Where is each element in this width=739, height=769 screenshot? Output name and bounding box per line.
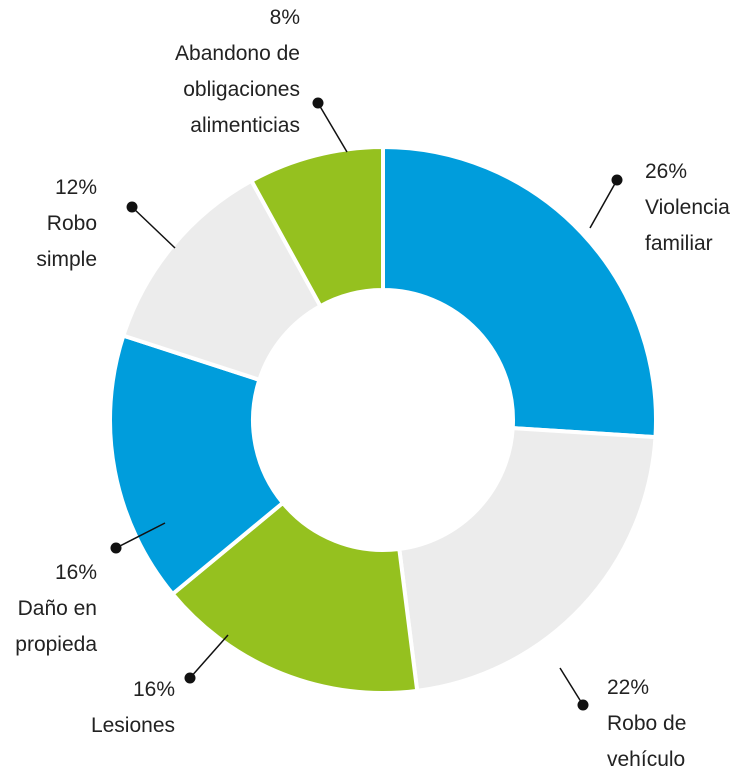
value-label: 16% bbox=[132, 678, 175, 701]
donut-segment bbox=[249, 145, 385, 309]
leader-dot bbox=[312, 97, 324, 109]
leader-line bbox=[559, 667, 584, 706]
category-label: Daño en propieda bbox=[15, 597, 97, 656]
leader-line bbox=[189, 634, 229, 679]
category-label: Abandono de obligaciones alimenticias bbox=[175, 42, 300, 137]
data-label: 16% Lesiones bbox=[91, 672, 175, 744]
leader-line bbox=[317, 102, 348, 153]
donut-segment bbox=[397, 426, 658, 693]
leader-dot bbox=[577, 699, 589, 711]
leader-dot bbox=[611, 174, 623, 186]
data-label: 26% Violencia familiar bbox=[645, 154, 730, 262]
category-label: Robo simple bbox=[36, 212, 97, 271]
leader-dot bbox=[110, 542, 122, 554]
leader-line bbox=[131, 206, 176, 249]
data-label: 8% Abandono de obligaciones alimenticias bbox=[175, 0, 300, 144]
leader-line bbox=[115, 522, 166, 549]
value-label: 16% bbox=[54, 561, 97, 584]
data-label: 16% Daño en propieda bbox=[15, 555, 97, 663]
leader-line bbox=[589, 179, 618, 229]
value-label: 8% bbox=[269, 6, 300, 29]
value-label: 12% bbox=[54, 176, 97, 199]
category-label: Violencia familiar bbox=[645, 196, 730, 255]
value-label: 22% bbox=[607, 676, 650, 699]
donut-segment bbox=[170, 500, 420, 695]
donut-segment bbox=[381, 145, 658, 440]
leader-dot bbox=[184, 672, 196, 684]
leader-dot bbox=[126, 201, 138, 213]
data-label: 22% Robo de vehículo bbox=[607, 670, 686, 769]
data-label: 12% Robo simple bbox=[36, 170, 97, 278]
category-label: Lesiones bbox=[90, 714, 175, 737]
category-label: Robo de vehículo bbox=[607, 712, 687, 769]
value-label: 26% bbox=[645, 160, 688, 183]
